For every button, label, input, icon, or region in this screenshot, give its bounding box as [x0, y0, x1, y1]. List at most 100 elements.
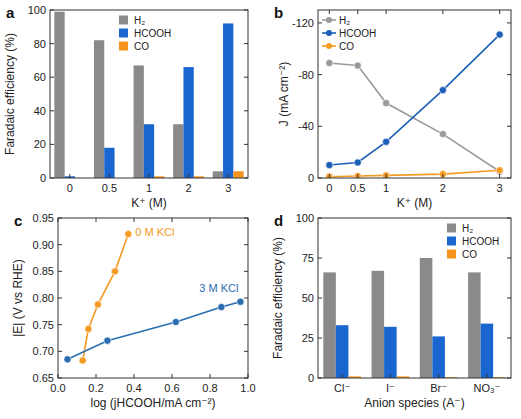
y-tick: [318, 258, 322, 259]
y-tick: [318, 74, 322, 75]
frame: [318, 218, 511, 378]
legend-swatch: [326, 30, 332, 36]
panel: 0255075100Cl⁻I⁻Br⁻NO₃⁻Anion species (A⁻)…: [271, 212, 511, 410]
y-tick-label: 0.85: [33, 265, 54, 277]
x-tick: [69, 174, 70, 178]
y-tick: [507, 126, 511, 127]
x-tick: [210, 374, 211, 378]
x-tick: [442, 174, 443, 178]
y-tick: [318, 378, 322, 379]
y-tick: [318, 298, 322, 299]
bar: [144, 124, 154, 178]
y-tick: [58, 324, 62, 325]
legend-label: HCOOH: [339, 28, 376, 39]
y-tick: [244, 244, 248, 245]
x-tick-label: 2: [186, 182, 192, 194]
x-tick: [172, 218, 173, 222]
x-tick: [96, 218, 97, 222]
x-tick-label: 3: [225, 182, 231, 194]
y-tick: [318, 22, 322, 23]
x-tick: [172, 374, 173, 378]
x-tick-label: 0.2: [88, 382, 103, 394]
point: [104, 337, 111, 344]
x-tick-label: 1.0: [240, 382, 255, 394]
y-tick-label: 20: [34, 138, 46, 150]
x-tick-label: Br⁻: [430, 382, 447, 394]
point: [79, 357, 86, 364]
x-tick: [357, 10, 358, 14]
point: [237, 298, 244, 305]
panel-label: b: [274, 4, 283, 21]
y-tick-label: 0.70: [33, 345, 54, 357]
x-tick: [438, 374, 439, 378]
legend-swatch: [447, 250, 456, 259]
x-axis-label: Anion species (A⁻): [364, 396, 464, 410]
point: [326, 59, 333, 66]
y-tick: [244, 178, 248, 179]
y-tick: [318, 178, 322, 179]
legend-label: CO: [462, 249, 477, 260]
legend-swatch: [119, 42, 128, 51]
series-label: 0 M KCl: [135, 226, 174, 238]
y-tick: [58, 351, 62, 352]
y-tick-label: 100: [28, 4, 46, 16]
point: [439, 130, 446, 137]
point: [383, 172, 390, 178]
y-tick: [58, 244, 62, 245]
y-tick: [244, 10, 248, 11]
bar: [173, 124, 183, 178]
y-tick-label: 75: [302, 252, 314, 264]
point: [383, 138, 390, 145]
bar: [104, 148, 114, 178]
x-tick-label: Cl⁻: [334, 382, 350, 394]
panel-label: c: [14, 212, 22, 229]
y-tick-label: 40: [34, 105, 46, 117]
y-tick: [318, 126, 322, 127]
frame: [58, 218, 248, 378]
x-tick: [188, 174, 189, 178]
legend-label: H₂: [462, 223, 473, 234]
y-tick: [507, 178, 511, 179]
series-label: 3 M KCl: [199, 282, 238, 294]
series-line: [329, 63, 499, 172]
x-tick: [109, 174, 110, 178]
x-tick: [58, 218, 59, 222]
y-tick-label: 100: [296, 212, 314, 224]
x-axis-label: K⁺ (M): [397, 196, 433, 210]
plot-data: [54, 12, 243, 178]
y-axis-label: Faradaic efficiency (%): [271, 237, 285, 359]
y-tick: [318, 338, 322, 339]
panel: 0-40-80-12000.5123K⁺ (M)J (mA cm⁻²)bH₂HC…: [274, 4, 511, 210]
x-tick: [386, 174, 387, 178]
bar: [94, 40, 104, 178]
x-tick-label: 1: [146, 182, 152, 194]
y-tick: [507, 218, 511, 219]
x-tick-label: 0.5: [102, 182, 117, 194]
point: [326, 161, 333, 168]
legend-label: H₂: [134, 15, 145, 26]
x-tick: [499, 10, 500, 14]
x-axis-label: K⁺ (M): [131, 196, 167, 210]
x-tick: [134, 218, 135, 222]
y-tick: [244, 378, 248, 379]
y-tick: [58, 298, 62, 299]
x-tick-label: 2: [440, 182, 446, 194]
legend-swatch: [119, 16, 128, 25]
y-tick-label: -120: [292, 17, 314, 29]
x-tick: [228, 174, 229, 178]
legend: H₂HCOOHCO: [447, 223, 499, 260]
point: [439, 87, 446, 94]
x-tick: [386, 10, 387, 14]
series-line: [329, 35, 499, 166]
series-line: [83, 234, 129, 360]
y-tick: [244, 324, 248, 325]
x-tick: [357, 174, 358, 178]
bar: [420, 258, 433, 378]
legend-label: H₂: [339, 15, 350, 26]
y-tick-label: 0: [40, 172, 46, 184]
plot-data: [326, 31, 503, 178]
bar: [223, 23, 233, 178]
bar: [336, 325, 349, 378]
bar: [213, 171, 223, 178]
y-tick: [318, 218, 322, 219]
